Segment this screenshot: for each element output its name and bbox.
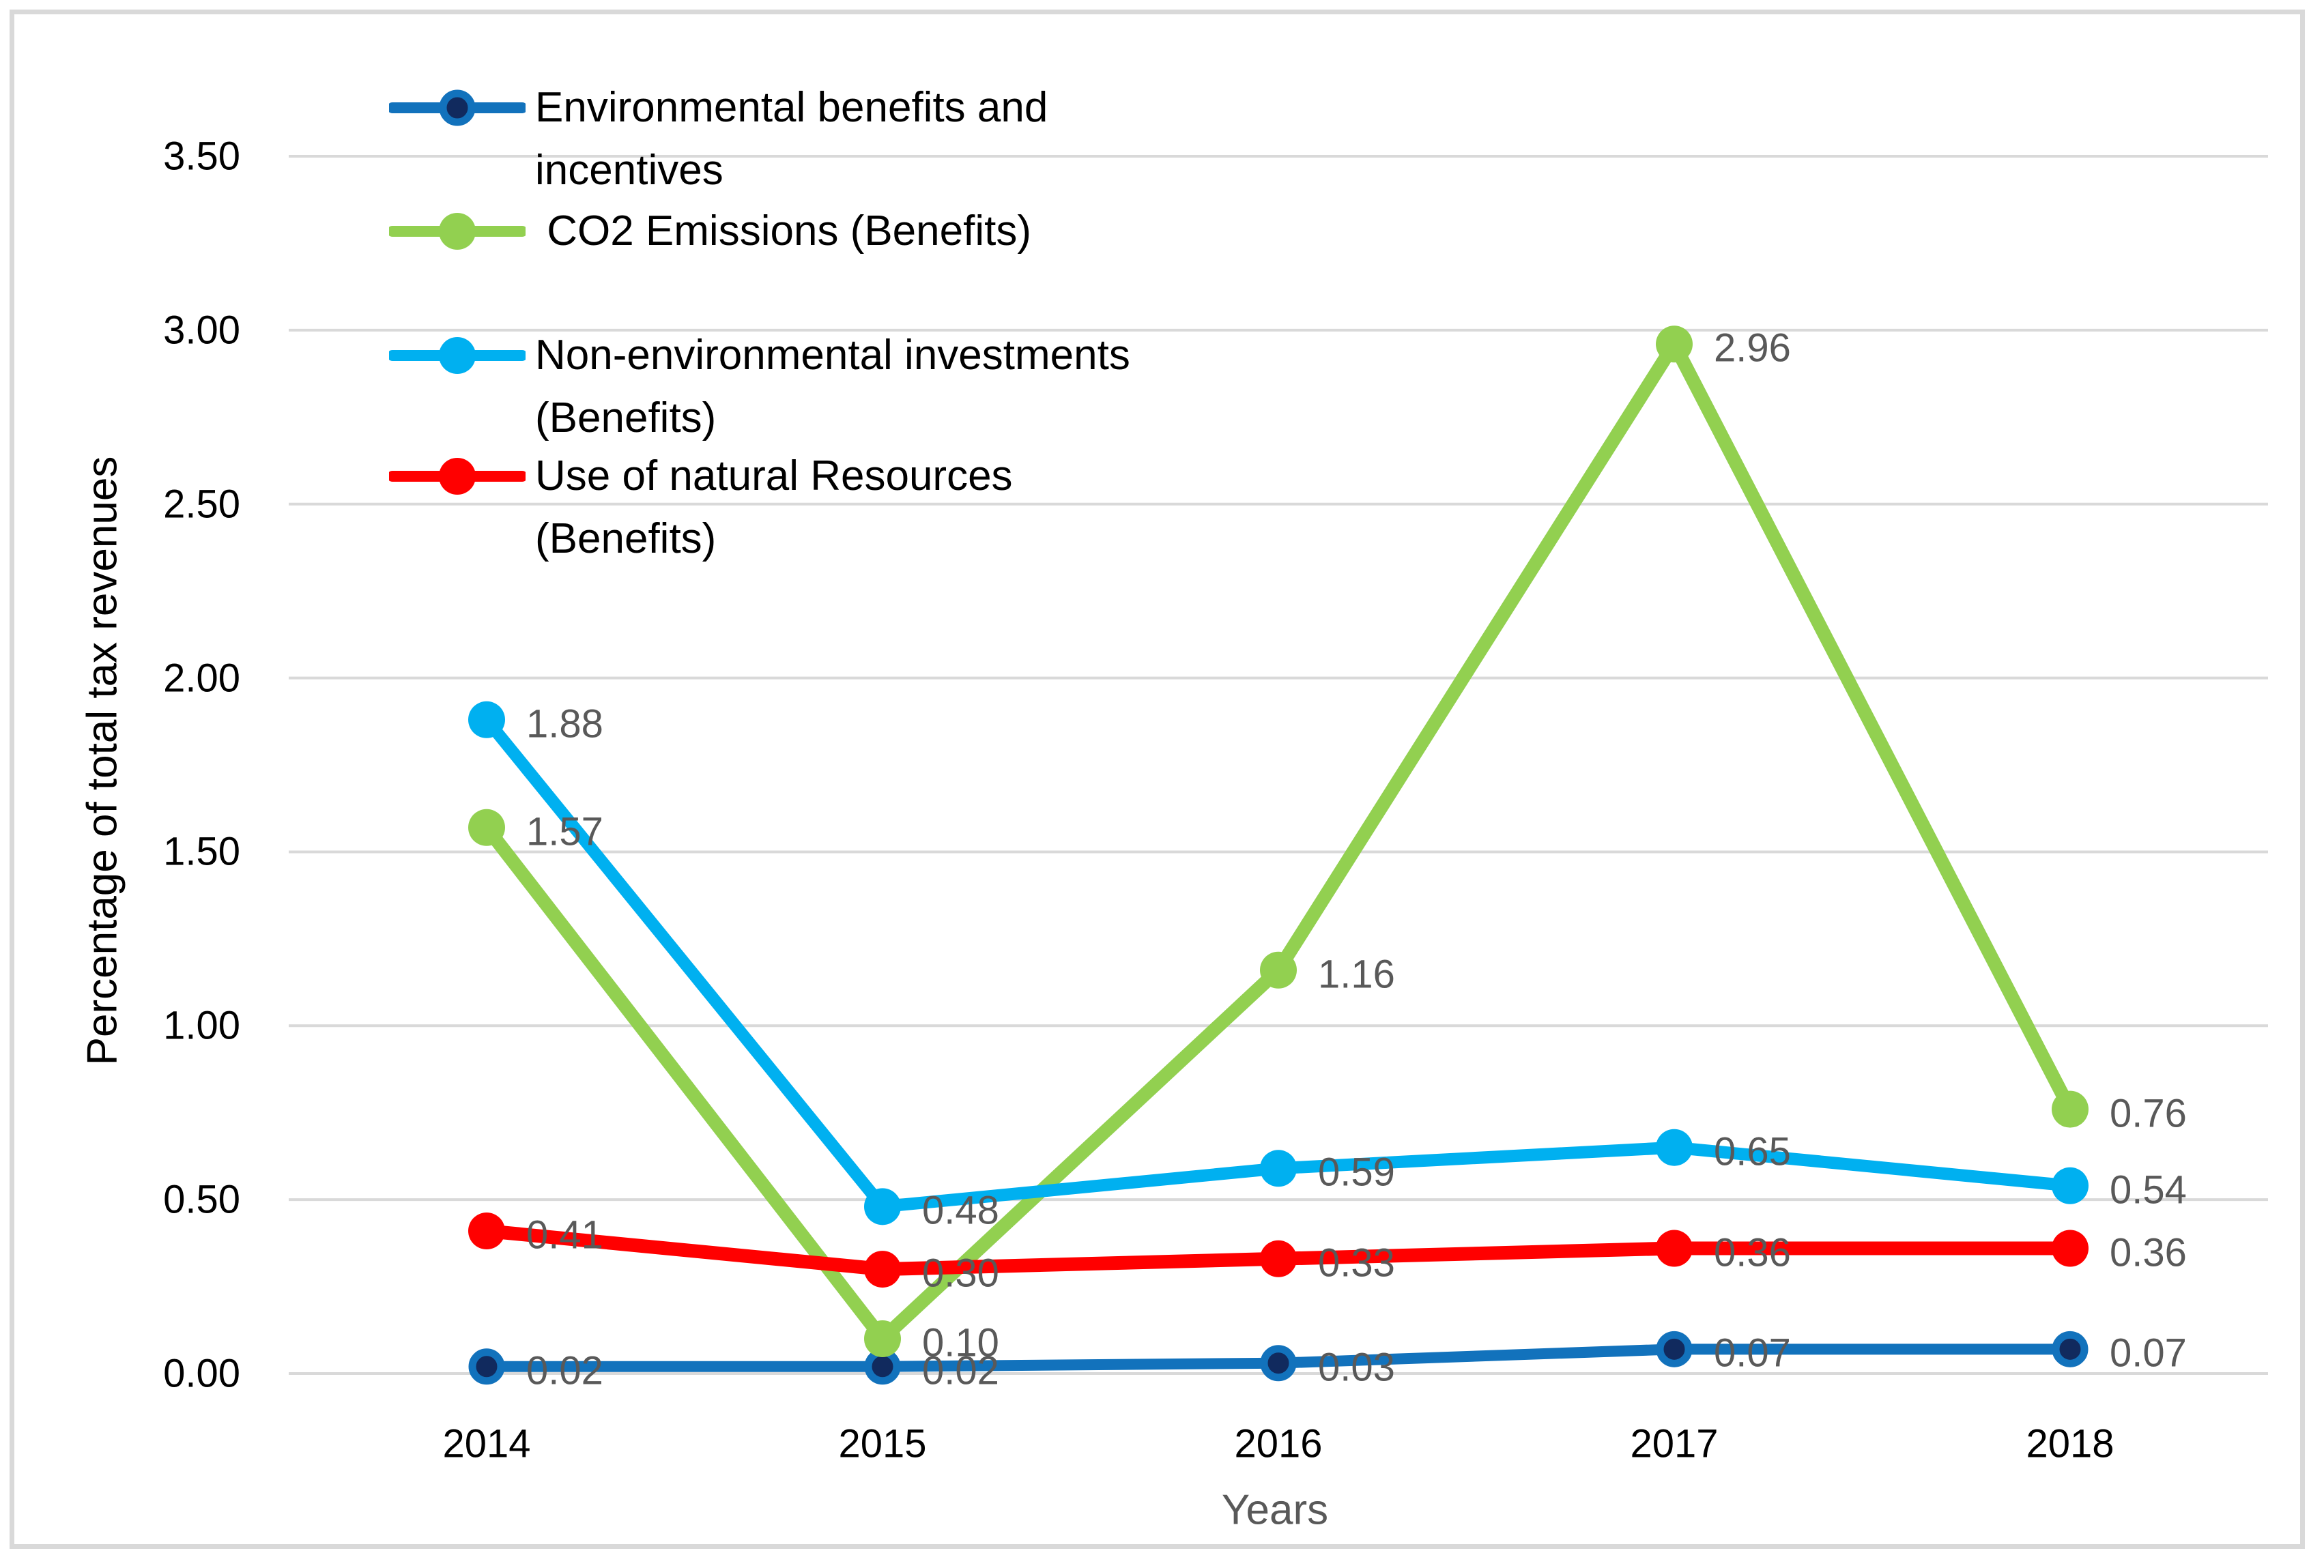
data-point-environmental-benefits-and-incentives-2016 (1260, 1345, 1297, 1382)
x-tick-label: 2018 (2026, 1421, 2114, 1466)
data-point-environmental-benefits-and-incentives-2014 (468, 1348, 505, 1385)
data-point-non-environmental-investments-benefits-2015 (864, 1188, 901, 1225)
legend-label: Use of natural Resources (Benefits) (535, 445, 1013, 570)
legend-label: CO2 Emissions (Benefits) (535, 200, 1031, 263)
data-label-environmental-benefits-and-incentives-2018: 0.07 (2110, 1331, 2187, 1376)
legend-marker-icon (389, 89, 526, 126)
data-point-use-of-natural-resources-benefits-2018 (2052, 1230, 2089, 1267)
x-axis-title: Years (1221, 1486, 1329, 1534)
data-label-co2-emissions-benefits-2015: 0.10 (922, 1320, 999, 1365)
legend-label-line: Environmental benefits and (535, 84, 1048, 131)
y-tick-label: 3.00 (163, 308, 240, 353)
data-point-use-of-natural-resources-benefits-2016 (1260, 1240, 1297, 1277)
data-point-co2-emissions-benefits-2018 (2052, 1090, 2089, 1128)
data-point-co2-emissions-benefits-2017 (1656, 325, 1693, 363)
data-point-co2-emissions-benefits-2016 (1260, 951, 1297, 989)
y-tick-label: 2.00 (163, 656, 240, 701)
x-tick-label: 2017 (1630, 1421, 1719, 1466)
data-point-co2-emissions-benefits-2015 (864, 1320, 901, 1358)
data-label-co2-emissions-benefits-2017: 2.96 (1714, 325, 1791, 371)
legend-label: Non-environmental investments (Benefits) (535, 324, 1130, 450)
data-label-use-of-natural-resources-benefits-2018: 0.36 (2110, 1230, 2187, 1275)
y-tick-label: 2.50 (163, 482, 240, 527)
legend-label-line: CO2 Emissions (Benefits) (535, 207, 1031, 255)
legend-marker-icon (389, 213, 526, 250)
data-label-use-of-natural-resources-benefits-2015: 0.30 (922, 1251, 999, 1296)
data-point-non-environmental-investments-benefits-2017 (1656, 1129, 1693, 1166)
data-point-non-environmental-investments-benefits-2016 (1260, 1150, 1297, 1187)
legend-label-line: Non-environmental investments (535, 332, 1130, 379)
data-label-environmental-benefits-and-incentives-2014: 0.02 (526, 1348, 603, 1393)
data-point-non-environmental-investments-benefits-2014 (468, 701, 505, 738)
data-label-environmental-benefits-and-incentives-2016: 0.03 (1318, 1345, 1395, 1390)
y-tick-label: 1.00 (163, 1003, 240, 1048)
data-label-non-environmental-investments-benefits-2014: 1.88 (526, 701, 603, 746)
legend-entry-environmental-benefits-and-incentives: Environmental benefits and incentives (389, 76, 1048, 202)
data-label-co2-emissions-benefits-2016: 1.16 (1318, 952, 1395, 997)
data-label-environmental-benefits-and-incentives-2017: 0.07 (1714, 1331, 1791, 1376)
legend-label-line: incentives (535, 147, 723, 194)
legend-entry-use-of-natural-resources-benefits: Use of natural Resources (Benefits) (389, 445, 1013, 570)
y-tick-label: 0.50 (163, 1177, 240, 1222)
data-label-non-environmental-investments-benefits-2018: 0.54 (2110, 1167, 2187, 1213)
x-tick-label: 2014 (442, 1421, 531, 1466)
data-label-use-of-natural-resources-benefits-2014: 0.41 (526, 1213, 603, 1258)
data-point-use-of-natural-resources-benefits-2017 (1656, 1230, 1693, 1267)
data-label-non-environmental-investments-benefits-2016: 0.59 (1318, 1150, 1395, 1195)
data-label-non-environmental-investments-benefits-2015: 0.48 (922, 1188, 999, 1233)
data-point-non-environmental-investments-benefits-2018 (2052, 1167, 2089, 1204)
y-axis-title: Percentage of total tax revenues (78, 456, 126, 1066)
data-point-use-of-natural-resources-benefits-2015 (864, 1251, 901, 1288)
legend-label-line: Use of natural Resources (535, 452, 1013, 499)
data-point-environmental-benefits-and-incentives-2017 (1656, 1331, 1693, 1367)
data-label-co2-emissions-benefits-2018: 0.76 (2110, 1091, 2187, 1136)
legend-marker-icon (389, 337, 526, 374)
legend-label-line: (Benefits) (535, 394, 717, 441)
y-tick-label: 1.50 (163, 829, 240, 874)
data-label-use-of-natural-resources-benefits-2016: 0.33 (1318, 1240, 1395, 1286)
y-tick-label: 0.00 (163, 1351, 240, 1396)
data-point-use-of-natural-resources-benefits-2014 (468, 1213, 505, 1250)
data-label-use-of-natural-resources-benefits-2017: 0.36 (1714, 1230, 1791, 1275)
legend-entry-non-environmental-investments-benefits: Non-environmental investments (Benefits) (389, 324, 1130, 450)
data-label-environmental-benefits-and-incentives-2015: 0.02 (922, 1348, 999, 1393)
data-point-environmental-benefits-and-incentives-2018 (2052, 1331, 2089, 1367)
legend-label: Environmental benefits and incentives (535, 76, 1048, 202)
legend-marker-icon (389, 458, 526, 495)
data-label-non-environmental-investments-benefits-2017: 0.65 (1714, 1129, 1791, 1174)
legend-entry-co2-emissions-benefits: CO2 Emissions (Benefits) (389, 200, 1031, 263)
y-tick-label: 3.50 (163, 134, 240, 179)
legend-label-line: (Benefits) (535, 515, 717, 562)
data-point-co2-emissions-benefits-2014 (468, 809, 505, 846)
data-label-co2-emissions-benefits-2014: 1.57 (526, 809, 603, 854)
x-tick-label: 2016 (1234, 1421, 1323, 1466)
x-tick-label: 2015 (838, 1421, 927, 1466)
